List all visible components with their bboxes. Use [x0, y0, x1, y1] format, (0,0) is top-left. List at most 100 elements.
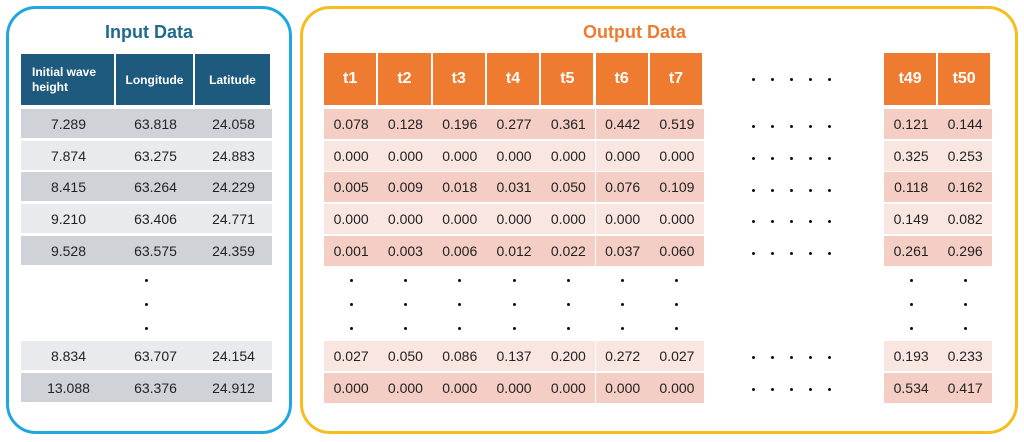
ellipsis-dot [809, 252, 812, 255]
input-data-cell: 63.376 [116, 373, 195, 402]
input-data-cell: 8.415 [21, 172, 116, 201]
output-data-cell: 0.000 [432, 204, 487, 234]
input-data-cell: 8.834 [21, 341, 116, 370]
ellipsis-dot [809, 157, 812, 160]
output-data-cell: 0.196 [432, 109, 487, 139]
output-data-cell: 0.000 [595, 373, 650, 403]
input-header-cell: Longitude [116, 54, 195, 105]
output-data-cell: 0.137 [486, 341, 542, 371]
input-data-cell: 63.264 [116, 172, 195, 201]
ellipsis-dot [566, 279, 570, 282]
ellipsis-dot [349, 279, 353, 282]
ellipsis-dot [512, 327, 516, 330]
output-data-cell: 0.027 [649, 341, 705, 371]
output-data-cell: 0.253 [938, 141, 993, 171]
output-header-cell: t50 [938, 53, 993, 105]
ellipsis-dot [752, 189, 755, 192]
ellipsis-dot [809, 356, 812, 359]
output-data-cell: 0.000 [649, 373, 705, 403]
ellipsis-dot [752, 125, 755, 128]
ellipsis-dot [809, 388, 812, 391]
output-data-cell: 0.118 [884, 172, 939, 202]
output-data-cell: 0.000 [541, 204, 596, 234]
output-data-cell: 0.000 [541, 373, 596, 403]
ellipsis-dot [771, 252, 774, 255]
ellipsis-dot [145, 327, 148, 330]
output-data-cell: 0.078 [324, 109, 379, 139]
ellipsis-dot [790, 157, 793, 160]
ellipsis-dot [828, 125, 831, 128]
ellipsis-dot [909, 279, 913, 282]
input-header-cell: Latitude [195, 54, 272, 105]
input-data-cell: 63.575 [116, 236, 195, 265]
output-data-cell: 0.109 [649, 172, 705, 202]
ellipsis-dot [963, 303, 967, 306]
output-header-cell: t7 [649, 53, 705, 105]
ellipsis-dot [790, 125, 793, 128]
input-data-cell: 24.883 [195, 141, 272, 170]
input-header-cell: Initial wave height [21, 54, 116, 105]
output-data-cell: 0.296 [938, 236, 993, 266]
output-data-cell: 0.000 [595, 141, 650, 171]
input-data-cell: 24.359 [195, 236, 272, 265]
output-data-cell: 0.442 [595, 109, 650, 139]
output-data-cell: 0.000 [432, 141, 487, 171]
ellipsis-dot [790, 220, 793, 223]
input-data-cell: 24.154 [195, 341, 272, 370]
ellipsis-dot [790, 388, 793, 391]
output-data-cell: 0.022 [541, 236, 596, 266]
output-data-cell: 0.261 [884, 236, 939, 266]
output-data-cell: 0.149 [884, 204, 939, 234]
output-data-cell: 0.000 [432, 373, 487, 403]
output-data-cell: 0.012 [486, 236, 542, 266]
output-data-cell: 0.162 [938, 172, 993, 202]
ellipsis-dot [675, 327, 679, 330]
output-data-cell: 0.534 [884, 373, 939, 403]
output-data-cell: 0.144 [938, 109, 993, 139]
output-data-cell: 0.277 [486, 109, 542, 139]
ellipsis-dot [909, 303, 913, 306]
ellipsis-dot [809, 125, 812, 128]
ellipsis-dot [963, 279, 967, 282]
ellipsis-dot [458, 279, 462, 282]
ellipsis-dot [790, 78, 793, 81]
output-data-cell: 0.325 [884, 141, 939, 171]
output-data-cell: 0.027 [324, 341, 379, 371]
input-data-cell: 24.229 [195, 172, 272, 201]
ellipsis-dot [771, 220, 774, 223]
output-data-cell: 0.000 [324, 141, 379, 171]
output-header-cell: t1 [324, 53, 379, 105]
ellipsis-dot [828, 157, 831, 160]
output-data-cell: 0.128 [378, 109, 433, 139]
ellipsis-dot [752, 388, 755, 391]
ellipsis-dot [403, 303, 407, 306]
ellipsis-dot [771, 388, 774, 391]
ellipsis-dot [771, 189, 774, 192]
input-data-title: Input Data [105, 22, 193, 42]
output-data-cell: 0.519 [649, 109, 705, 139]
output-data-cell: 0.000 [649, 141, 705, 171]
output-data-cell: 0.000 [324, 373, 379, 403]
input-data-cell: 63.406 [116, 204, 195, 233]
ellipsis-dot [809, 220, 812, 223]
input-data-cell: 24.771 [195, 204, 272, 233]
ellipsis-dot [566, 303, 570, 306]
ellipsis-dot [512, 303, 516, 306]
output-data-cell: 0.000 [486, 141, 542, 171]
input-data-cell: 63.818 [116, 109, 195, 138]
ellipsis-dot [809, 78, 812, 81]
output-data-cell: 0.003 [378, 236, 433, 266]
output-data-title: Output Data [583, 22, 686, 42]
ellipsis-dot [145, 279, 148, 282]
ellipsis-dot [458, 327, 462, 330]
output-data-cell: 0.121 [884, 109, 939, 139]
ellipsis-dot [349, 327, 353, 330]
output-data-cell: 0.000 [324, 204, 379, 234]
output-data-cell: 0.050 [378, 341, 433, 371]
ellipsis-dot [828, 252, 831, 255]
ellipsis-dot [771, 356, 774, 359]
input-data-cell: 63.275 [116, 141, 195, 170]
output-data-cell: 0.037 [595, 236, 650, 266]
input-data-cell: 63.707 [116, 341, 195, 370]
ellipsis-dot [771, 157, 774, 160]
